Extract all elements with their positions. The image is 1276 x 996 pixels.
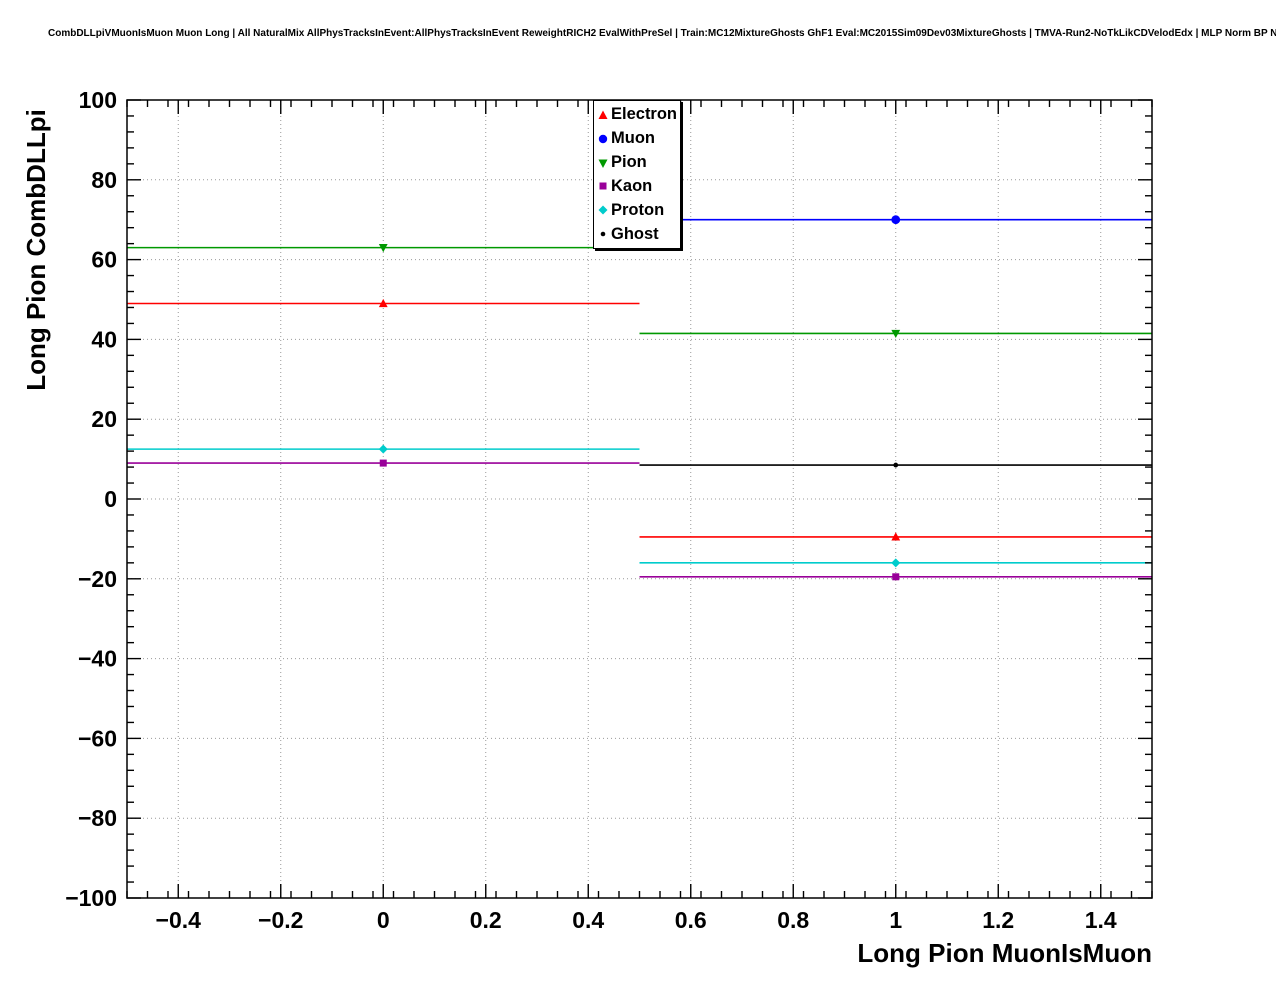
muon-circle-icon — [598, 134, 608, 143]
legend-entry-electron: Electron — [594, 104, 680, 126]
legend-entry-ghost: Ghost — [594, 223, 680, 245]
y-tick-label: 0 — [104, 486, 117, 512]
x-tick-label: 1.4 — [1085, 907, 1117, 933]
y-tick-label: 80 — [91, 167, 117, 193]
x-tick-label: 0.8 — [777, 907, 809, 933]
legend-label-kaon: Kaon — [611, 176, 653, 195]
y-tick-label: 60 — [91, 247, 117, 273]
y-tick-label: 40 — [91, 326, 117, 352]
x-tick-label: −0.4 — [156, 907, 202, 933]
kaon-square-icon — [599, 182, 607, 190]
ghost-dot-icon — [600, 231, 606, 237]
pion-triangle-down-icon — [598, 159, 608, 168]
x-axis-title: Long Pion MuonIsMuon — [857, 938, 1152, 968]
legend-label-electron: Electron — [611, 105, 678, 124]
y-axis-title: Long Pion CombDLLpi — [21, 109, 51, 391]
legend-entry-kaon: Kaon — [594, 175, 680, 197]
legend-entry-proton: Proton — [594, 199, 680, 221]
electron-marker — [891, 532, 901, 541]
x-tick-label: 1.2 — [982, 907, 1014, 933]
legend-entry-pion: Pion — [594, 152, 680, 174]
proton-marker — [891, 558, 901, 568]
x-tick-label: 1 — [889, 907, 902, 933]
legend-entry-muon: Muon — [594, 128, 680, 150]
y-tick-label: −100 — [65, 885, 117, 911]
x-tick-label: 0.4 — [572, 907, 604, 933]
y-tick-label: 100 — [79, 87, 117, 113]
x-tick-label: 0.6 — [675, 907, 707, 933]
x-tick-label: −0.2 — [258, 907, 303, 933]
proton-diamond-icon — [598, 205, 608, 215]
electron-triangle-up-icon — [598, 110, 608, 119]
legend-label-ghost: Ghost — [611, 224, 659, 243]
kaon-marker — [892, 573, 900, 581]
x-tick-label: 0 — [377, 907, 390, 933]
y-tick-label: −40 — [78, 646, 117, 672]
legend-label-pion: Pion — [611, 153, 647, 172]
legend-label-proton: Proton — [611, 200, 665, 219]
electron-marker — [378, 298, 388, 308]
x-tick-label: 0.2 — [470, 907, 502, 933]
muon-marker — [891, 215, 901, 225]
legend: Electron Muon Pion Kaon Proton — [593, 100, 681, 249]
proton-marker — [378, 444, 388, 454]
pion-marker — [378, 244, 388, 253]
y-tick-label: −20 — [78, 566, 117, 592]
kaon-marker — [379, 459, 387, 467]
y-tick-label: −80 — [78, 805, 117, 831]
y-tick-label: 20 — [91, 406, 117, 432]
plot-title: CombDLLpiVMuonIsMuon Muon Long | All Nat… — [48, 28, 1276, 39]
ghost-marker — [893, 462, 899, 468]
legend-label-muon: Muon — [611, 129, 655, 148]
y-tick-label: −60 — [78, 725, 117, 751]
pion-marker — [891, 329, 901, 339]
